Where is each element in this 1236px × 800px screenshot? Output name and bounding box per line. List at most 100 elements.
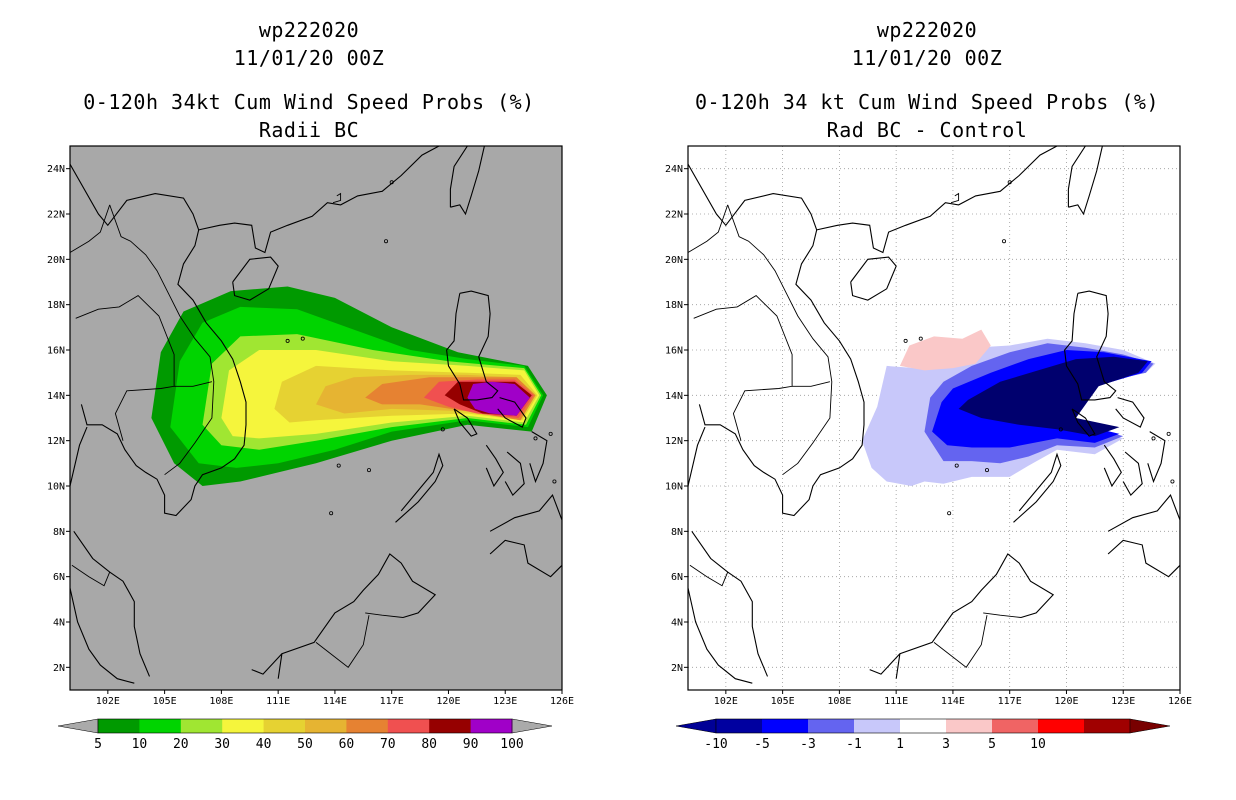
island: [533, 436, 538, 441]
colorbar-swatch: [808, 719, 855, 733]
coastline: [70, 587, 135, 684]
coastline: [395, 452, 444, 523]
y-tick-label: 18N: [47, 300, 65, 311]
colorbar-label: 70: [380, 737, 396, 752]
island: [1002, 239, 1007, 244]
colorbar-swatch: [900, 719, 947, 733]
y-tick-label: 20N: [47, 255, 65, 266]
coastline: [869, 553, 1055, 675]
colorbar-swatch: [1038, 719, 1085, 733]
colorbar-label: 90: [463, 737, 479, 752]
colorbar-label: 30: [214, 737, 230, 752]
colorbar-label: -1: [846, 737, 862, 752]
coastline: [1147, 431, 1166, 484]
island: [954, 463, 959, 468]
coastline: [449, 146, 485, 216]
y-tick-label: 16N: [665, 346, 683, 357]
panel-radii-bc: wp222020 11/01/20 00Z 0-120h 34kt Cum Wi…: [47, 18, 574, 752]
x-tick-label: 126E: [1168, 696, 1192, 707]
map-layers: [70, 146, 562, 684]
y-tick-label: 14N: [47, 391, 65, 402]
country-border: [933, 615, 988, 668]
contour-level-1: [899, 329, 991, 371]
coastline: [1071, 408, 1096, 437]
colorbar-max-arrow: [1129, 718, 1171, 734]
coastline: [1107, 494, 1180, 578]
colorbar-swatch: [946, 719, 993, 733]
y-tick-label: 2N: [53, 663, 65, 674]
island: [384, 239, 389, 244]
x-tick-label: 126E: [550, 696, 574, 707]
y-tick-label: 10N: [47, 482, 65, 493]
y-tick-label: 22N: [665, 210, 683, 221]
island: [1007, 180, 1012, 185]
subtitle: Radii BC: [258, 118, 360, 142]
y-tick-label: 8N: [53, 527, 65, 538]
country-border: [75, 295, 175, 441]
island: [947, 511, 952, 516]
country-border: [70, 204, 111, 253]
x-tick-label: 117E: [380, 696, 404, 707]
coastline: [816, 146, 1058, 254]
island: [329, 511, 334, 516]
datetime-title: 11/01/20 00Z: [233, 46, 385, 70]
y-tick-label: 20N: [665, 255, 683, 266]
colorbar-swatch: [346, 719, 389, 733]
subtitle: Rad BC - Control: [826, 118, 1028, 142]
country-border: [689, 564, 729, 587]
y-tick-label: 24N: [665, 164, 683, 175]
colorbar-swatch: [470, 719, 513, 733]
panel-difference: wp222020 11/01/20 00Z 0-120h 34 kt Cum W…: [618, 0, 1236, 800]
colorbar-swatch: [263, 719, 306, 733]
island: [548, 431, 553, 436]
coastline: [232, 256, 279, 301]
colorbar-label: 80: [421, 737, 437, 752]
colorbar-label: 5: [988, 737, 996, 752]
x-tick-label: 114E: [323, 696, 347, 707]
coastline: [1122, 451, 1143, 497]
coastline: [80, 229, 247, 517]
colorbar-min-arrow: [675, 718, 717, 734]
colorbar-swatch: [222, 719, 265, 733]
x-tick-label: 102E: [714, 696, 738, 707]
island: [984, 468, 989, 473]
y-tick-label: 2N: [671, 663, 683, 674]
y-tick-label: 24N: [47, 164, 65, 175]
island: [552, 479, 557, 484]
x-tick-label: 111E: [266, 696, 290, 707]
x-tick-label: 120E: [436, 696, 460, 707]
country-border: [315, 615, 370, 668]
y-tick-label: 4N: [671, 618, 683, 629]
coastline: [1013, 452, 1062, 523]
colorbar-label: 1: [896, 737, 904, 752]
y-tick-label: 12N: [47, 436, 65, 447]
coastline: [1064, 290, 1117, 401]
island: [1058, 427, 1063, 432]
colorbar-swatch: [429, 719, 472, 733]
country-border: [332, 192, 342, 204]
coastline: [277, 653, 283, 679]
colorbar-label: -3: [800, 737, 816, 752]
y-tick-label: 22N: [47, 210, 65, 221]
contour-level-neg10: [958, 356, 1148, 437]
island: [918, 336, 923, 341]
coastline: [691, 530, 769, 677]
country-border: [950, 192, 960, 204]
coastline: [1115, 397, 1145, 428]
contour-level-90: [467, 381, 530, 416]
colorbar-label: 3: [942, 737, 950, 752]
colorbar-outline: [715, 718, 1131, 734]
coastline: [70, 426, 88, 487]
colorbar-label: 10: [1030, 737, 1046, 752]
colorbar-swatch: [716, 719, 763, 733]
colorbar-swatch: [305, 719, 347, 733]
colorbar-outline: [97, 718, 513, 734]
difference-map: 102E 105E 108E 111E 114E 117E 120E 123E 126E 2N 4N…: [665, 145, 1192, 752]
island: [300, 336, 305, 341]
y-tick-label: 4N: [53, 618, 65, 629]
product-title: 0-120h 34kt Cum Wind Speed Probs (%): [83, 90, 535, 114]
country-border: [174, 381, 213, 387]
x-tick-label: 123E: [493, 696, 517, 707]
colorbar-swatch: [139, 719, 182, 733]
coastline: [850, 256, 897, 301]
